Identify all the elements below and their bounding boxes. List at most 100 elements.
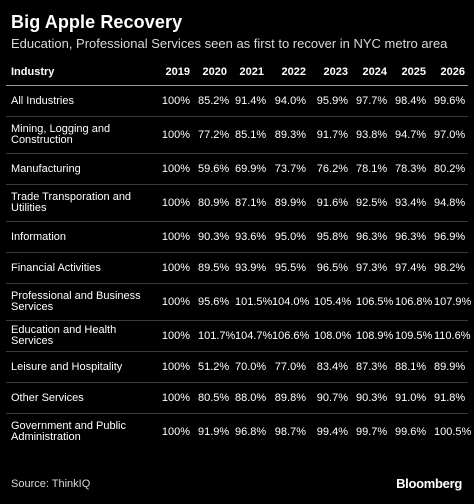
value-cell: 99.4% [316,425,348,438]
table-row: Trade Transporation and Utilities 100% 80.… [6,184,468,222]
value-cell: 78.3% [390,153,429,185]
column-header-2023: 2023 [309,60,351,86]
value-cell: 107.9% [429,283,471,321]
value-cell: 101.7% [193,320,235,352]
column-header-2021: 2021 [230,60,267,86]
table-row: All Industries 100% 85.2% 91.4% 94.0% 95.9% 97… [6,85,468,117]
value-cell: 73.7% [267,153,309,185]
value-cell: 100% [153,184,193,222]
value-cell: 80.9% [193,184,230,222]
value-cell: 87.1% [230,184,267,222]
value-cell: 100% [153,283,193,321]
row-label: Trade Transporation and Utilities [6,184,153,222]
value-cell: 93.8% [351,116,390,154]
table-row: Mining, Logging and Construction 100% 77.2… [6,116,468,154]
value-cell: 97.7% [351,85,390,117]
value-cell: 89.9% [429,351,468,383]
value-cell: 90.3% [351,382,390,414]
row-label: Leisure and Hospitality [6,351,153,383]
value-cell: 101.5% [230,283,272,321]
value-cell: 95.9% [309,85,351,117]
value-cell: 96.8% [235,425,267,438]
column-header-2026: 2026 [429,60,468,86]
value-cell: 104.0% [267,283,309,321]
value-cell: 96.3% [351,221,390,253]
table-row: Leisure and Hospitality 100% 51.2% 70.0% 77.… [6,351,468,383]
row-label: Education and Health Services [6,320,153,352]
column-header-2024: 2024 [351,60,390,86]
value-cell: 98.7% [274,425,306,438]
value-cell: 104.7% [230,320,272,352]
value-cell: 91.9% [198,425,230,438]
value-cell: 96.5% [309,252,351,284]
value-cell: 96.3% [390,221,429,253]
chart-title: Big Apple Recovery [11,12,183,32]
value-cell: 106.5% [351,283,393,321]
value-cell: 108.0% [309,320,351,352]
row-label: Professional and Business Services [6,283,153,321]
value-cell: 77.2% [193,116,230,154]
column-header-industry: Industry [6,60,153,86]
value-cell: 85.2% [193,85,230,117]
value-cell: 90.3% [193,221,230,253]
value-cell: 95.5% [267,252,309,284]
value-cell: 89.3% [267,116,309,154]
value-cell: 100% [153,221,193,253]
row-label: Mining, Logging and Construction [6,116,153,154]
value-cell: 93.6% [230,221,267,253]
value-cell: 99.6% [395,425,427,438]
value-cell: 70.0% [230,351,267,383]
value-cell: 95.0% [267,221,309,253]
value-cell: 100.5% [434,425,472,438]
value-cell: 94.8% [429,184,468,222]
value-cell: 99.6% [429,85,468,117]
value-cell: 106.6% [267,320,309,352]
table-row: Financial Activities 100% 89.5% 93.9% 95.5% 9… [6,252,468,284]
value-cell: 105.4% [309,283,351,321]
recovery-table: Industry 2019 2020 2021 2022 2023 2024 2025 2026… [6,60,472,451]
value-cell: 76.2% [309,153,351,185]
value-cell: 99.7% [356,425,388,438]
value-cell: 80.5% [193,382,230,414]
chart-subtitle: Education, Professional Services seen as… [11,36,448,51]
table-row: Education and Health Services 100% 101.7% 1… [6,320,471,352]
value-cell: 69.9% [230,153,267,185]
column-header-2020: 2020 [193,60,230,86]
value-cell: 100% [153,252,193,284]
value-cell: 89.5% [193,252,230,284]
table-body: All Industries 100% 85.2% 91.4% 94.0% 95.9% 97… [6,85,472,451]
value-cell: 92.5% [351,184,390,222]
table-header-row: Industry 2019 2020 2021 2022 2023 2024 2025 2026 [6,60,468,86]
value-cell: 91.0% [390,382,429,414]
row-label: Financial Activities [6,252,153,284]
value-cell: 90.7% [309,382,351,414]
value-cell: 95.6% [193,283,230,321]
value-cell: 110.6% [429,320,471,352]
value-cell: 97.0% [429,116,468,154]
value-cell: 77.0% [267,351,309,383]
value-cell: 100% [153,320,193,352]
column-header-2025: 2025 [390,60,429,86]
row-label: Information [6,221,153,253]
value-cell: 96.9% [429,221,468,253]
source-note: Source: ThinkIQ [11,478,91,490]
value-cell: 78.1% [351,153,390,185]
value-cell: 93.9% [230,252,267,284]
row-label: All Industries [6,85,153,117]
value-cell: 91.4% [230,85,267,117]
table-row: Information 100% 90.3% 93.6% 95.0% 95.8% 96.3%… [6,221,468,253]
value-cell: 108.9% [351,320,393,352]
value-cell: 100% [153,382,193,414]
table-row: Professional and Business Services 100% 95… [6,283,471,321]
column-header-2019: 2019 [153,60,193,86]
value-cell: 83.4% [309,351,351,383]
value-cell: 109.5% [390,320,432,352]
value-cell: 93.4% [390,184,429,222]
value-cell: 98.4% [390,85,429,117]
value-cell: 100% [153,351,193,383]
column-header-2022: 2022 [267,60,309,86]
value-cell: 85.1% [230,116,267,154]
value-cell: 80.2% [429,153,468,185]
table-row: Government and Public Administration 100%… [6,414,472,451]
value-cell: 98.2% [429,252,468,284]
